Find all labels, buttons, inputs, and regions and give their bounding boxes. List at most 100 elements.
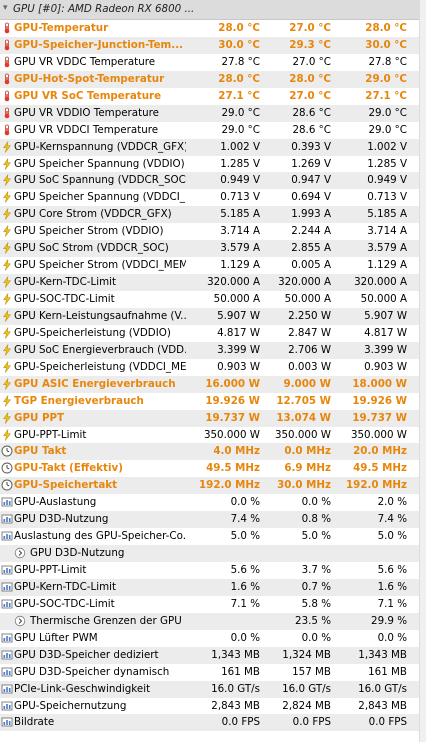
sensor-row[interactable]: GPU PPT 19.737 W 13.074 W 19.737 W [0,409,426,427]
sensor-row[interactable]: GPU VR VDDC Temperature 27.8 °C 27.0 °C 27.… [0,54,426,71]
current-value: 4.817 W [217,326,260,339]
sensor-row[interactable]: TGP Energieverbrauch 19.926 W 12.705 W 19.9… [0,393,426,410]
sensor-row[interactable]: GPU VR VDDCI Temperature 29.0 °C 28.6 °C 29… [0,122,426,139]
sensor-row[interactable]: GPU-Temperatur 28.0 °C 27.0 °C 28.0 °C [0,20,426,37]
sensor-row[interactable]: GPU D3D-Nutzung [0,545,426,562]
thermometer-icon [1,124,13,136]
min-value: 6.9 MHz [284,462,331,475]
sensor-row[interactable]: GPU-PPT-Limit 5.6 % 3.7 % 5.6 % [0,562,426,579]
sensor-row[interactable]: GPU-Hot-Spot-Temperatur 28.0 °C 28.0 °C 29.… [0,70,426,88]
sensor-row[interactable]: GPU-Kern-TDC-Limit 320.000 A 320.000 A 320.… [0,274,426,291]
sensor-row[interactable]: GPU-Kernspannung (VDDCR_GFX) 1.002 V 0.393… [0,138,426,156]
sensor-row[interactable]: GPU Speicher Spannung (VDDCI_... 0.713 V 0… [0,189,426,206]
sensor-row[interactable]: GPU D3D-Speicher dediziert 1,343 MB 1,324 … [0,646,426,664]
min-value: 27.0 °C [289,22,331,34]
sensor-row[interactable]: GPU Speicher Strom (VDDIO) 3.714 A 2.244 A… [0,223,426,240]
min-value: 320.000 A [278,276,331,289]
sensor-row[interactable]: GPU VR SoC Temperature 27.1 °C 27.0 °C 27.1… [0,88,426,105]
sensor-label: TGP Energieverbrauch [14,394,144,407]
sensor-label: GPU Core Strom (VDDCR_GFX) [14,208,172,221]
min-value: 2.706 W [288,343,331,356]
current-value: 50.000 A [213,293,260,305]
lightning-icon [1,157,13,170]
sensor-row[interactable]: GPU-Speicherleistung (VDDIO) 4.817 W 2.847… [0,325,426,342]
max-value: 29.0 °C [368,106,407,119]
sensor-label: GPU-SOC-TDC-Limit [14,597,115,610]
min-value: 12.705 W [276,394,331,407]
scrollbar[interactable] [419,0,426,742]
sensor-label: GPU D3D-Nutzung [30,547,125,560]
sensor-row[interactable]: GPU-Speichernutzung 2,843 MB 2,824 MB 2,843… [0,698,426,715]
expand-icon[interactable] [14,547,26,559]
sensor-row[interactable]: GPU Lüfter PWM 0.0 % 0.0 % 0.0 % [0,630,426,647]
max-value: 5.0 % [377,530,407,543]
sensor-label: GPU ASIC Energieverbrauch [14,377,176,390]
sensor-row[interactable]: GPU D3D-Nutzung 7.4 % 0.8 % 7.4 % [0,511,426,529]
current-value: 4.0 MHz [213,445,260,458]
sensor-row[interactable]: GPU Kern-Leistungsaufnahme (V... 5.907 W 2… [0,307,426,325]
min-value: 0.393 V [291,140,331,153]
sensor-label: GPU-Kern-TDC-Limit [14,580,117,593]
sensor-row[interactable]: GPU Speicher Strom (VDDCI_MEM) 1.129 A 0.0… [0,257,426,274]
sensor-row[interactable]: GPU-SOC-TDC-Limit 7.1 % 5.8 % 7.1 % [0,596,426,613]
min-value: 0.003 W [288,360,331,373]
sensor-row[interactable]: GPU-Auslastung 0.0 % 0.0 % 2.0 % [0,494,426,511]
sensor-row[interactable]: GPU-Speicher-Junction-Tem... 30.0 °C 29.3 … [0,36,426,54]
max-value: 320.000 A [354,276,407,289]
min-value: 1.269 V [291,157,331,170]
sensor-row[interactable]: GPU-Takt (Effektiv) 49.5 MHz 6.9 MHz 49.5 M… [0,460,426,477]
sensor-label: GPU-PPT-Limit [14,564,87,576]
section-header[interactable]: ▾ GPU [#0]: AMD Radeon RX 6800 ... [0,0,426,20]
min-value: 2,824 MB [282,699,331,712]
max-value: 27.1 °C [365,89,407,102]
max-value: 2,843 MB [358,699,407,712]
max-value: 29.0 °C [365,72,407,85]
sensor-row[interactable]: GPU-PPT-Limit 350.000 W 350.000 W 350.000 W [0,427,426,444]
current-value: 0.903 W [217,360,260,373]
thermometer-icon [1,39,13,51]
sensor-row[interactable]: GPU ASIC Energieverbrauch 16.000 W 9.000 W… [0,375,426,393]
sensor-label: GPU Speicher Spannung (VDDIO) [14,157,185,170]
current-value: 0.0 % [230,631,260,644]
sensor-row[interactable]: GPU-Speicherleistung (VDDCI_MEM) 0.903 W 0… [0,359,426,376]
collapse-icon[interactable]: ▾ [3,3,8,13]
lightning-icon [1,259,13,271]
sensor-row[interactable]: GPU D3D-Speicher dynamisch 161 MB 157 MB 16… [0,664,426,681]
sensor-row[interactable]: GPU SoC Spannung (VDDCR_SOC) 0.949 V 0.947… [0,172,426,190]
sensor-row[interactable]: GPU Speicher Spannung (VDDIO) 1.285 V 1.26… [0,156,426,173]
current-value: 350.000 W [203,428,260,441]
min-value: 28.6 °C [292,123,331,136]
min-value: 0.0 MHz [284,445,331,458]
min-value: 16.0 GT/s [282,682,331,695]
sensor-label: Bildrate [14,716,55,729]
sensor-row[interactable]: PCIe-Link-Geschwindigkeit 16.0 GT/s 16.0 G… [0,680,426,698]
lightning-icon [1,327,13,339]
expand-icon[interactable] [14,615,26,627]
sensor-row[interactable]: GPU SoC Energieverbrauch (VDD... 3.399 W 2… [0,341,426,359]
sensor-row[interactable]: Auslastung des GPU-Speicher-Co... 5.0 % 5.… [0,528,426,545]
sensor-row[interactable]: GPU VR VDDIO Temperature 29.0 °C 28.6 °C 29… [0,104,426,122]
sensor-label: GPU-Hot-Spot-Temperatur [14,72,165,85]
current-value: 29.0 °C [221,123,260,136]
sensor-row[interactable]: GPU Core Strom (VDDCR_GFX) 5.185 A 1.993 A… [0,206,426,224]
current-value: 5.0 % [230,530,260,543]
sensor-row[interactable]: GPU-SOC-TDC-Limit 50.000 A 50.000 A 50.000 … [0,291,426,308]
max-value: 192.0 MHz [345,479,407,492]
current-value: 29.0 °C [221,106,260,119]
min-value: 28.6 °C [292,106,331,119]
sensor-row[interactable]: GPU SoC Strom (VDDCR_SOC) 3.579 A 2.855 A 3… [0,240,426,258]
sensor-row[interactable]: Bildrate 0.0 FPS 0.0 FPS 0.0 FPS [0,714,426,732]
thermometer-icon [1,107,13,119]
usage-icon [1,530,13,542]
current-value: 0.0 % [230,496,260,509]
current-value: 49.5 MHz [206,462,260,475]
sensor-row[interactable]: GPU-Speichertakt 192.0 MHz 30.0 MHz 192.0 M… [0,477,426,495]
sensor-row[interactable]: Thermische Grenzen der GPU 23.5 % 29.9 % [0,612,426,630]
min-value: 157 MB [292,665,331,678]
min-value: 0.0 % [301,631,331,644]
sensor-row[interactable]: GPU Takt 4.0 MHz 0.0 MHz 20.0 MHz [0,443,426,461]
thermometer-icon [1,22,13,34]
max-value: 5.907 W [364,309,407,322]
sensor-row[interactable]: GPU-Kern-TDC-Limit 1.6 % 0.7 % 1.6 % [0,578,426,596]
current-value: 27.8 °C [221,55,260,68]
